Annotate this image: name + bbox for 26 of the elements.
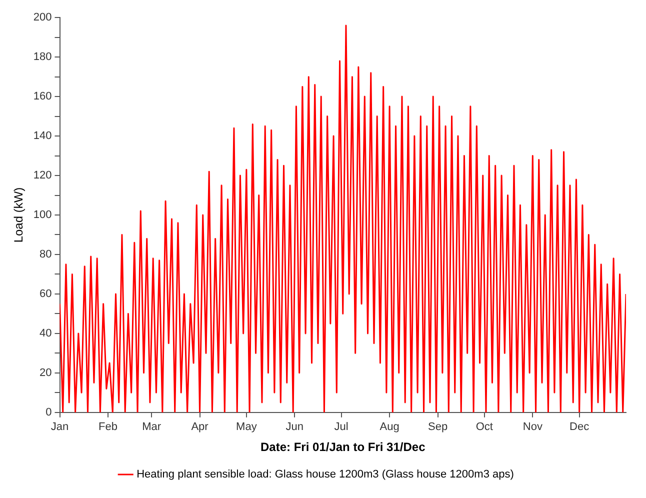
- x-tick-label: Feb: [98, 421, 118, 434]
- y-tick-label: 80: [40, 248, 52, 261]
- y-tick-label: 180: [33, 51, 52, 64]
- x-tick-label: Jul: [334, 421, 348, 434]
- y-tick-label: 40: [40, 327, 52, 340]
- y-tick-label: 0: [46, 406, 52, 418]
- y-tick-label: 120: [33, 170, 52, 182]
- x-tick-label: Jan: [50, 421, 69, 434]
- y-tick-label: 60: [40, 288, 52, 300]
- legend-label: Heating plant sensible load: Glass house 1200m3 (Glass house 1200m3 aps): [136, 468, 514, 481]
- y-tick-label: 20: [40, 366, 52, 379]
- y-tick-label: 160: [33, 90, 52, 103]
- y-tick-label: 140: [33, 130, 52, 142]
- x-tick-label: Jun: [286, 421, 304, 434]
- x-tick-label: Aug: [380, 421, 400, 434]
- x-axis-title: Date: Fri 01/Jan to Fri 31/Dec: [260, 440, 426, 454]
- x-tick-label: Dec: [570, 421, 590, 434]
- y-tick-label: 200: [33, 12, 52, 24]
- x-tick-label: Oct: [476, 421, 493, 434]
- y-axis-title: Load (kW): [12, 187, 26, 243]
- x-tick-label: Apr: [191, 421, 209, 434]
- x-tick-label: May: [236, 421, 258, 434]
- x-tick-label: Sep: [428, 421, 448, 434]
- x-tick-label: Nov: [522, 421, 543, 434]
- x-tick-label: Mar: [142, 421, 162, 434]
- y-tick-label: 100: [33, 209, 52, 222]
